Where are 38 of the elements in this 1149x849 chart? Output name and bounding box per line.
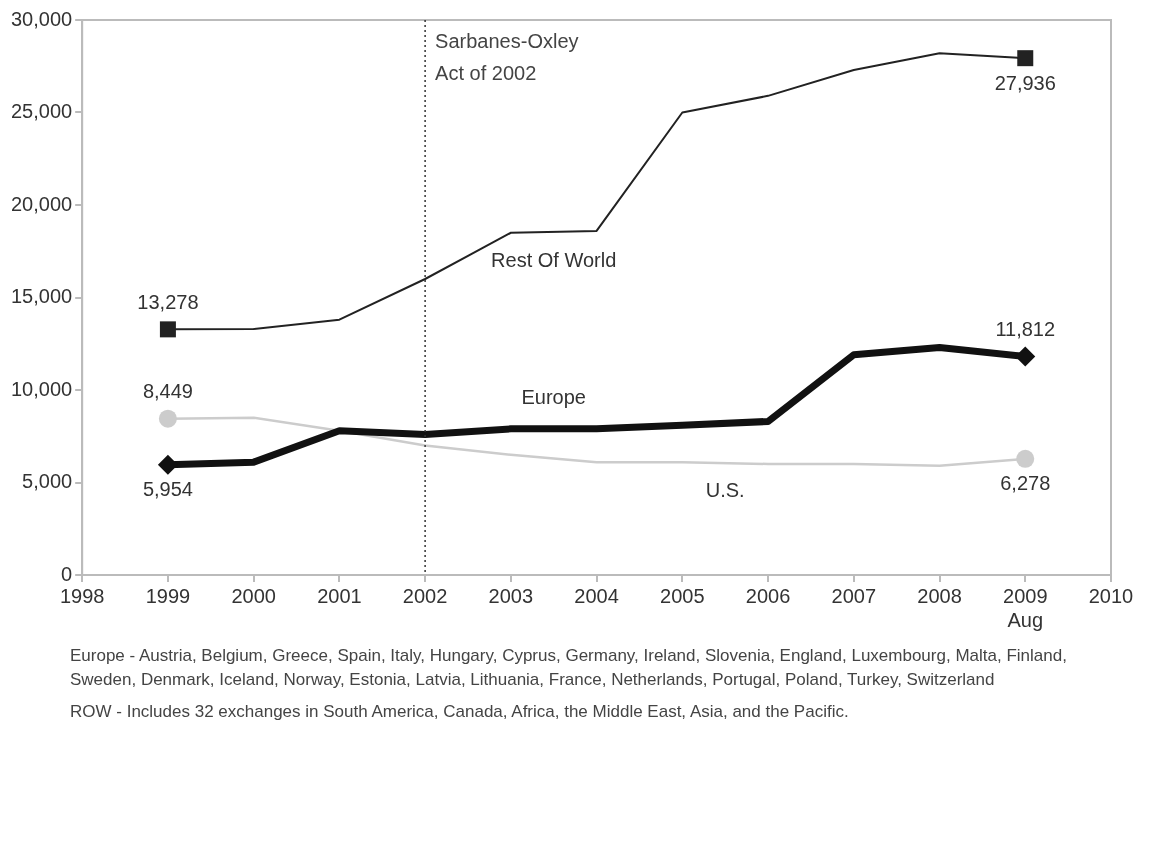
point <box>159 321 176 338</box>
point <box>1017 50 1034 67</box>
data-label: 6,278 <box>1000 472 1051 495</box>
x-tick-label: 2010 <box>1088 584 1134 607</box>
x-tick-label: 2008 <box>917 584 962 607</box>
series-label: U.S. <box>705 478 745 501</box>
data-label: 8,449 <box>142 380 193 403</box>
point <box>158 409 177 428</box>
point <box>157 454 178 475</box>
text: Europe - Austria, Belgium, Greece, Spain, Italy, Hungary, Cyprus, Germany, Ireland, Slovenia, England, Luxembourg, Malta, Finland, Sweden, Denmark, Iceland, Norway, Estonia, Latvia, Lithuania, France, Netherlands, Portugal, Poland, Turkey, Switzerland <box>70 645 1068 691</box>
data-label: 5,954 <box>142 478 193 501</box>
y-tick-label: 15,000 <box>11 285 73 308</box>
x-tick-label: 1999 <box>145 584 191 607</box>
data-label: 27,936 <box>994 71 1056 94</box>
text: ROW - Includes 32 exchanges in South America, Canada, Africa, the Middle East, Asia, and the Pacific. <box>70 701 850 723</box>
point <box>1016 449 1035 468</box>
x-tick-label: 2007 <box>831 584 877 607</box>
data-label: 11,812 <box>995 317 1056 340</box>
x-tick-label: 1998 <box>59 584 105 607</box>
series-label: Europe <box>521 386 586 409</box>
x-tick-label: 2004 <box>574 584 619 607</box>
series-label: Rest Of World <box>491 249 617 272</box>
y-tick-label: 30,000 <box>11 7 73 30</box>
y-tick-label: 20,000 <box>11 192 73 215</box>
y-tick-label: 0 <box>61 562 73 585</box>
x-tick-label: 2009 Aug <box>1003 584 1048 631</box>
ref-line-label: Sarbanes-Oxley Act of 2002 <box>435 29 579 84</box>
y-tick-label: 5,000 <box>22 470 73 493</box>
x-tick-label: 2003 <box>488 584 534 607</box>
x-tick-label: 2005 <box>660 584 705 607</box>
x-tick-label: 2002 <box>402 584 448 607</box>
data-label: 13,278 <box>137 290 199 313</box>
y-tick-label: 25,000 <box>11 100 73 123</box>
x-tick-label: 2000 <box>231 584 276 607</box>
point <box>1015 346 1036 367</box>
x-tick-label: 2001 <box>317 584 362 607</box>
y-tick-label: 10,000 <box>11 377 73 400</box>
x-tick-label: 2006 <box>745 584 791 607</box>
